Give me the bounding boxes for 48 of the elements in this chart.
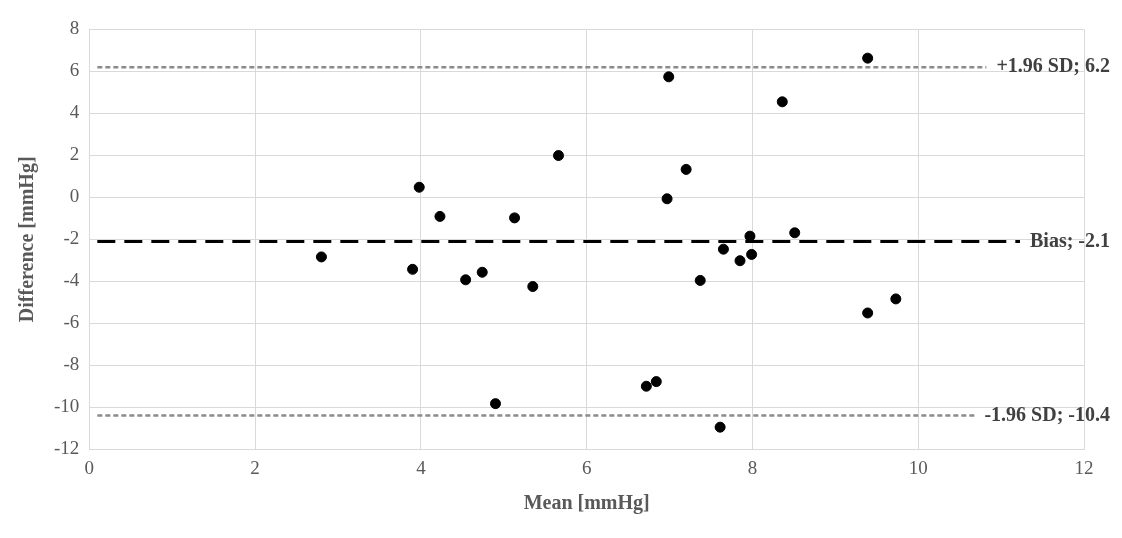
point: [476, 266, 488, 278]
point: [661, 193, 673, 205]
point: [890, 293, 902, 305]
point: [650, 376, 662, 388]
point: [460, 274, 472, 286]
x-tick-label: 6: [581, 456, 592, 478]
point: [862, 52, 874, 64]
ref-line-label: -1.96 SD; -10.4: [984, 402, 1110, 425]
y-tick-label: -6: [63, 311, 80, 333]
point: [714, 421, 726, 433]
x-tick-label: 8: [747, 456, 758, 478]
y-tick-label: 4: [69, 101, 80, 123]
point: [776, 96, 788, 108]
y-tick-label: 0: [69, 185, 80, 207]
point: [663, 71, 675, 83]
y-tick-label: -10: [54, 395, 80, 417]
point: [717, 243, 729, 255]
y-tick-label: 8: [69, 17, 80, 39]
ref-line-label: Bias; -2.1: [1030, 228, 1110, 251]
ref-line-label: +1.96 SD; 6.2: [996, 54, 1110, 77]
point: [315, 251, 327, 263]
point: [694, 274, 706, 286]
y-tick-label: -8: [63, 353, 80, 375]
x-tick-label: 4: [416, 456, 427, 478]
point: [640, 380, 652, 392]
y-tick-label: 2: [69, 143, 80, 165]
x-tick-label: 12: [1074, 456, 1094, 478]
point: [413, 181, 425, 193]
point: [434, 210, 446, 222]
x-tick-label: 0: [84, 456, 95, 478]
point: [789, 227, 801, 239]
x-axis-title: Mean [mmHg]: [523, 491, 650, 515]
point: [862, 307, 874, 319]
y-tick-label: 6: [69, 59, 80, 81]
x-tick-label: 10: [908, 456, 928, 478]
point: [489, 398, 501, 410]
point: [527, 281, 539, 293]
point: [734, 255, 746, 267]
y-tick-label: -4: [63, 269, 80, 291]
x-tick-label: 2: [250, 456, 260, 478]
point: [746, 248, 758, 260]
point: [509, 212, 521, 224]
point: [680, 163, 692, 175]
point: [552, 150, 564, 162]
y-tick-label: -12: [54, 437, 80, 459]
y-tick-label: -2: [63, 227, 80, 249]
y-axis-title: Difference [mmHg]: [15, 156, 39, 323]
point: [407, 263, 419, 275]
